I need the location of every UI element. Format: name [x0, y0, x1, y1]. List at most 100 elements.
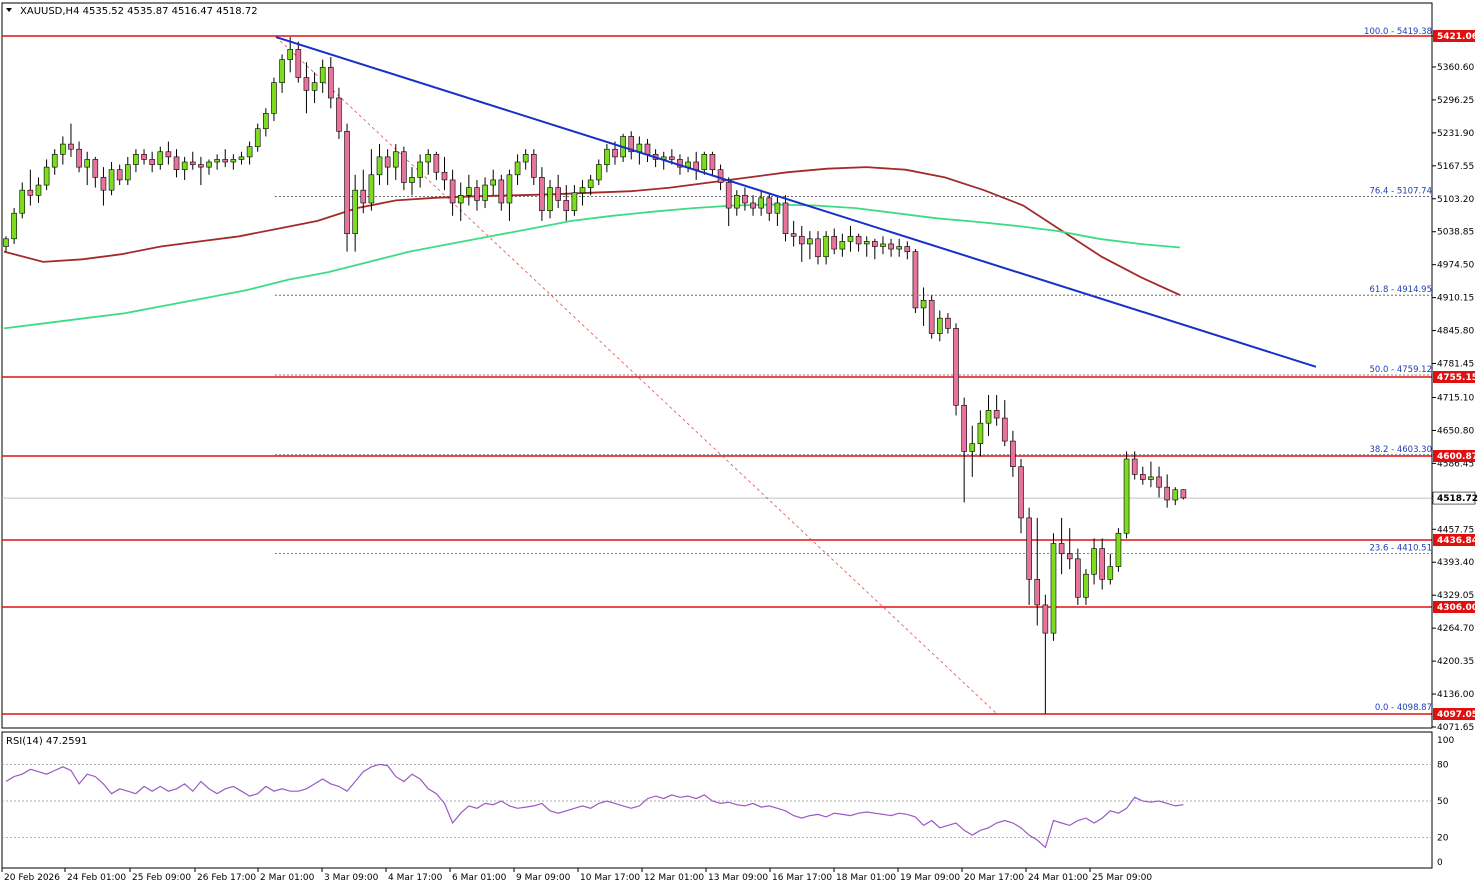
candle[interactable] — [766, 192, 773, 221]
candle[interactable] — [1001, 400, 1008, 447]
candle[interactable] — [279, 54, 285, 93]
candle[interactable] — [798, 226, 805, 262]
candle[interactable] — [222, 149, 229, 168]
candle[interactable] — [157, 146, 164, 170]
candle[interactable] — [303, 62, 310, 114]
bearish-trendline[interactable] — [275, 36, 1317, 368]
candle[interactable] — [733, 190, 740, 216]
candle[interactable] — [425, 149, 432, 175]
candle[interactable] — [506, 169, 513, 221]
candle[interactable] — [1107, 553, 1114, 585]
candle[interactable] — [246, 141, 253, 165]
candle[interactable] — [230, 154, 237, 170]
candle[interactable] — [961, 397, 967, 503]
candle[interactable] — [441, 156, 448, 191]
candle[interactable] — [189, 151, 196, 170]
rsi-line[interactable] — [5, 763, 1184, 849]
candle[interactable] — [173, 149, 180, 178]
candle[interactable] — [181, 156, 188, 180]
main-pane[interactable] — [1, 2, 1433, 729]
candle[interactable] — [344, 123, 350, 252]
candle[interactable] — [587, 174, 594, 196]
candle[interactable] — [149, 151, 155, 173]
candle[interactable] — [482, 177, 488, 209]
candle[interactable] — [498, 174, 505, 211]
candle[interactable] — [3, 236, 9, 252]
candle[interactable] — [595, 159, 602, 186]
candle[interactable] — [880, 236, 886, 255]
candle[interactable] — [936, 310, 943, 342]
candle[interactable] — [774, 195, 781, 227]
candle[interactable] — [238, 151, 245, 165]
candle[interactable] — [912, 249, 919, 314]
candle[interactable] — [1140, 466, 1146, 485]
candle[interactable] — [141, 149, 147, 165]
candle[interactable] — [547, 179, 553, 219]
candle[interactable] — [206, 159, 212, 175]
collapse-triangle-icon[interactable] — [6, 8, 12, 12]
candle[interactable] — [51, 149, 58, 175]
candle[interactable] — [579, 179, 586, 206]
candle[interactable] — [807, 231, 813, 260]
candle[interactable] — [100, 167, 107, 206]
candle[interactable] — [165, 141, 172, 165]
candle[interactable] — [327, 57, 334, 109]
candle[interactable] — [60, 136, 66, 165]
candle[interactable] — [920, 287, 927, 326]
candle[interactable] — [977, 410, 984, 457]
candle[interactable] — [1010, 430, 1016, 477]
candle[interactable] — [1042, 594, 1049, 714]
candle[interactable] — [1115, 528, 1122, 572]
candle[interactable] — [368, 149, 375, 211]
candle[interactable] — [863, 236, 870, 257]
candle[interactable] — [1050, 533, 1057, 641]
candle[interactable] — [295, 41, 302, 83]
candle[interactable] — [133, 149, 139, 173]
candle[interactable] — [888, 238, 894, 257]
candle[interactable] — [11, 208, 17, 244]
candle[interactable] — [43, 159, 50, 191]
candle[interactable] — [457, 182, 464, 221]
candle[interactable] — [490, 169, 497, 196]
ma-slow-line[interactable] — [3, 166, 1181, 296]
candle[interactable] — [336, 87, 342, 139]
candle[interactable] — [474, 179, 480, 211]
candle[interactable] — [831, 228, 838, 255]
candle[interactable] — [628, 131, 635, 160]
candle[interactable] — [555, 174, 561, 209]
candle[interactable] — [1172, 487, 1179, 506]
candle[interactable] — [953, 323, 959, 416]
candle[interactable] — [969, 425, 976, 477]
candle[interactable] — [84, 151, 90, 186]
candle[interactable] — [985, 394, 992, 436]
candle[interactable] — [945, 313, 951, 334]
candle[interactable] — [855, 233, 862, 252]
candle[interactable] — [539, 167, 545, 221]
candle[interactable] — [287, 37, 294, 73]
candle[interactable] — [214, 154, 220, 170]
candle[interactable] — [815, 231, 821, 265]
candle[interactable] — [563, 185, 570, 221]
candle[interactable] — [1018, 459, 1024, 534]
candle[interactable] — [1123, 451, 1130, 539]
candle[interactable] — [1083, 569, 1089, 605]
candle[interactable] — [1091, 538, 1097, 585]
candle[interactable] — [116, 164, 123, 186]
candle[interactable] — [1131, 451, 1138, 480]
candle[interactable] — [823, 231, 829, 265]
candle[interactable] — [68, 123, 74, 157]
candle[interactable] — [750, 195, 756, 216]
candle[interactable] — [993, 394, 1000, 426]
candle[interactable] — [725, 177, 732, 227]
candle[interactable] — [198, 156, 204, 186]
rsi-pane[interactable] — [1, 731, 1433, 869]
candle[interactable] — [311, 72, 318, 104]
candle[interactable] — [896, 238, 903, 257]
candle[interactable] — [1148, 461, 1154, 488]
candle[interactable] — [433, 151, 440, 180]
candle[interactable] — [904, 241, 911, 260]
candle[interactable] — [709, 151, 716, 175]
candle[interactable] — [254, 123, 261, 152]
candle[interactable] — [92, 156, 99, 188]
candle[interactable] — [1026, 507, 1032, 605]
